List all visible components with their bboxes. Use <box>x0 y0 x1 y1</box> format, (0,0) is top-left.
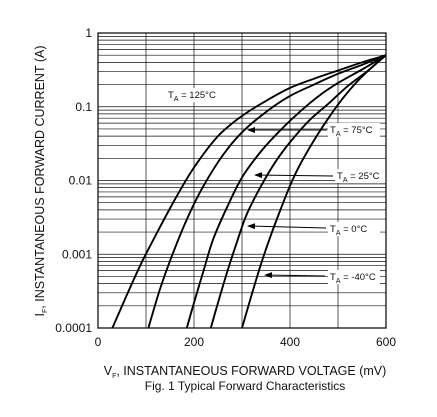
series-label-25c: TA = 25°C <box>337 171 380 184</box>
x-tick-label: 600 <box>376 335 396 349</box>
plot-frame <box>97 32 387 329</box>
x-tick-label: 400 <box>280 335 300 349</box>
tick-labels: 0 200 400 600 0.0001 0.001 0.01 0.1 1 <box>55 26 396 349</box>
series-label-arrow <box>247 223 327 230</box>
series-label-arrow <box>254 172 334 179</box>
series-label-0c: TA = 0°C <box>330 224 367 237</box>
series-label-background <box>328 270 380 284</box>
x-axis-title-main: V <box>104 364 113 378</box>
x-tick-label: 0 <box>95 335 102 349</box>
series-label-background <box>335 169 387 183</box>
series-label-125c: TA = 125°C <box>168 90 216 103</box>
series-labels: TA = 125°C TA = 75°C TA = 25°C TA = 0°C TA =… <box>166 88 387 285</box>
curve-minus40c <box>241 54 387 329</box>
figure-caption: Fig. 1 Typical Forward Characteristics <box>145 379 346 393</box>
y-tick-label: 0.0001 <box>55 321 92 335</box>
y-axis-title-main: I <box>33 313 47 316</box>
series-label-arrow <box>264 272 326 279</box>
series-label-75c: TA = 75°C <box>330 125 373 138</box>
y-axis-title: IF, INSTANTANEOUS FORWARD CURRENT (A) <box>33 46 49 317</box>
y-tick-label: 0.1 <box>75 100 92 114</box>
curve-125c <box>111 54 387 329</box>
curve-25c <box>185 54 387 329</box>
y-tick-label: 1 <box>85 26 92 40</box>
curve-0c <box>209 54 387 329</box>
x-tick-label: 200 <box>184 335 204 349</box>
curves <box>111 54 387 329</box>
y-axis-title-rest: , INSTANTANEOUS FORWARD CURRENT (A) <box>33 46 47 309</box>
y-tick-label: 0.001 <box>62 247 92 261</box>
x-axis-title: VF, INSTANTANEOUS FORWARD VOLTAGE (mV) <box>104 364 387 380</box>
series-label-minus40c: TA = -40°C <box>330 272 376 285</box>
y-axis-title-sub: F <box>42 309 49 313</box>
series-label-background <box>166 88 218 102</box>
x-axis-title-sub: F <box>112 373 116 380</box>
curve-75c <box>147 54 387 329</box>
series-label-background <box>328 123 380 137</box>
y-tick-label: 0.01 <box>69 174 93 188</box>
x-axis-title-rest: , INSTANTANEOUS FORWARD VOLTAGE (mV) <box>116 364 386 378</box>
series-label-background <box>328 222 380 236</box>
